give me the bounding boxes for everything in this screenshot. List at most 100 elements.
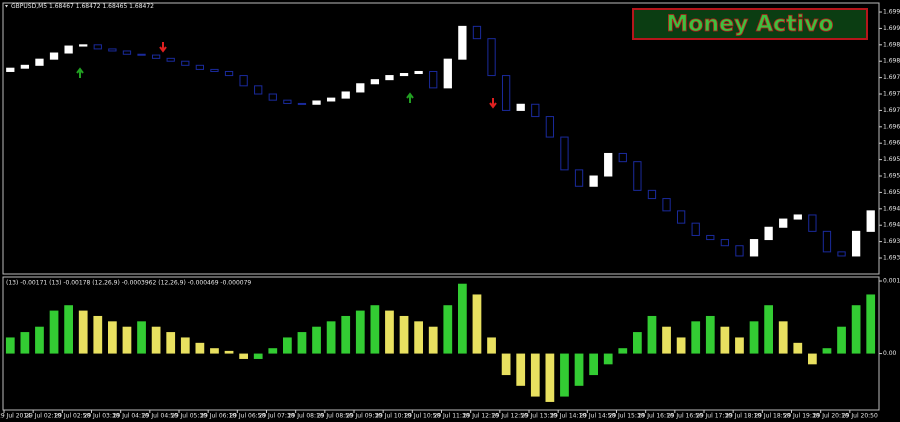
time-label: 29 Jul 2014 [0,413,31,420]
histogram-bar [589,353,598,376]
histogram-bar [458,283,467,354]
time-label: 29 Jul 10:50 [404,413,440,420]
histogram-bar [370,305,380,354]
y-tick-label: 1.69505 [883,189,900,196]
time-label: 29 Jul 09:30 [346,413,382,420]
histogram-bar [414,321,423,354]
histogram-bar [633,332,642,354]
histogram-bar [443,305,453,354]
candle-body [487,38,496,77]
histogram-bar [472,294,482,354]
y-tick-label: 1.69345 [883,255,900,262]
histogram-bar [516,353,526,386]
histogram-bar [487,337,496,354]
histogram-bar [822,348,832,354]
candle-body [93,44,102,50]
sell-arrow [489,98,497,109]
time-label: 29 Jul 02:50 [54,413,90,420]
candle-body [618,152,627,163]
histogram-bar [837,326,846,354]
histogram-bar [93,315,103,354]
histogram-bar [283,337,292,354]
y-tick-label: 1.69425 [883,222,900,229]
histogram-bar [64,305,73,354]
time-label: 29 Jul 18:50 [754,413,790,420]
candle-body [20,64,30,69]
candle-body [764,226,773,241]
candle-body [574,169,584,187]
histogram-bar [808,353,817,365]
candle-body [341,91,350,99]
candle-body [647,189,657,200]
time-label: 29 Jul 13:30 [521,413,557,420]
time-label: 29 Jul 03:30 [84,413,120,420]
histogram-bar [705,315,715,354]
buy-arrow [406,92,414,103]
candle-body [414,70,423,75]
candle-body [254,85,263,95]
candle-body [822,230,832,253]
histogram-bar [297,332,307,354]
histogram-bar [618,348,628,354]
y-tick-label: 1.69705 [883,107,900,114]
time-label: 29 Jul 06:50 [229,413,265,420]
time-label: 29 Jul 14:50 [579,413,615,420]
candle-body [808,214,817,232]
time-label: 29 Jul 20:10 [813,413,849,420]
candle-body [151,54,161,59]
candle-body [749,239,759,257]
candle-body [851,230,861,257]
time-label: 29 Jul 04:50 [142,413,178,420]
candle-body [224,70,234,77]
candle-body [793,214,802,220]
candle-body [501,75,511,111]
candle-body [356,83,365,93]
time-label: 29 Jul 16:10 [638,413,674,420]
histogram-bar [545,353,555,402]
histogram-bar [122,326,132,354]
y-tick-label: 0.00 [883,350,897,357]
histogram-bar [180,337,190,354]
candle-body [691,222,700,236]
histogram-bar [137,321,146,354]
candle-body [166,57,175,62]
histogram-bar [151,326,161,354]
candle-body [137,53,146,56]
candle-body [297,102,307,105]
histogram-bar [224,350,234,354]
histogram-bar [603,353,613,365]
y-tick-label: 0.00135 [883,278,900,285]
histogram-bar [268,348,278,354]
histogram-bar [866,294,876,354]
histogram-bar [662,326,671,354]
histogram-bar [239,353,248,359]
time-label: 29 Jul 04:10 [113,413,149,420]
time-label: 29 Jul 14:10 [550,413,586,420]
histogram-bar [574,353,584,386]
main-panel [2,2,880,275]
candle-body [429,70,438,89]
y-tick-label: 1.69385 [883,238,900,245]
candle-body [35,58,44,66]
buy-arrow [76,67,84,78]
candle-body [662,198,671,212]
histogram-bar [778,321,788,354]
candle-body [210,68,219,72]
candle-body [735,245,744,257]
indicator-panel [2,276,880,411]
time-label: 29 Jul 02:10 [25,413,61,420]
histogram-bar [735,337,744,354]
candle-body [458,25,467,60]
histogram-bar [647,315,657,354]
y-tick-label: 1.69585 [883,156,900,163]
histogram-bar [326,321,336,354]
time-label: 29 Jul 08:10 [288,413,324,420]
candle-body [604,152,613,177]
candle-body [531,103,540,118]
y-tick-label: 1.69625 [883,140,900,147]
logo: Money Activo [632,8,868,40]
candle-body [79,44,88,47]
time-label: 29 Jul 11:30 [434,413,470,420]
histogram-bar [691,321,701,354]
